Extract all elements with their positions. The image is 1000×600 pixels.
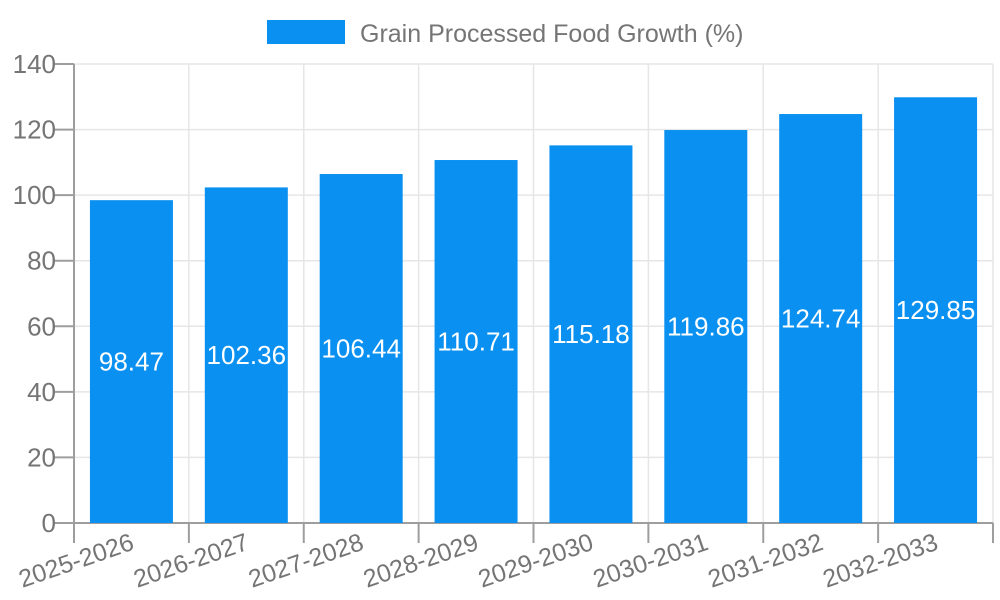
bar bbox=[204, 187, 288, 523]
bar bbox=[434, 160, 518, 523]
y-tick-label: 0 bbox=[42, 508, 56, 538]
legend: Grain Processed Food Growth (%) bbox=[267, 20, 743, 48]
bar-value-label: 119.86 bbox=[667, 312, 745, 342]
bar-value-label: 98.47 bbox=[99, 347, 164, 377]
x-tick-label: 2028-2029 bbox=[360, 528, 482, 593]
y-tick-label: 100 bbox=[13, 180, 56, 210]
bar-value-label: 102.36 bbox=[207, 340, 287, 370]
x-tick-label: 2027-2028 bbox=[245, 528, 367, 593]
legend-swatch bbox=[267, 20, 345, 44]
legend-label: Grain Processed Food Growth (%) bbox=[360, 20, 743, 48]
bar-value-label: 106.44 bbox=[321, 334, 401, 364]
x-tick-label: 2032-2033 bbox=[819, 528, 941, 593]
x-tick-label: 2029-2030 bbox=[475, 528, 597, 593]
bar-value-label: 110.71 bbox=[437, 327, 515, 357]
bar-value-label: 115.18 bbox=[552, 319, 630, 349]
bar bbox=[664, 130, 748, 523]
y-tick-label: 140 bbox=[13, 49, 56, 79]
y-tick-label: 60 bbox=[27, 311, 56, 341]
x-tick-label: 2030-2031 bbox=[590, 528, 712, 593]
y-tick-label: 120 bbox=[13, 115, 56, 145]
bar-value-label: 124.74 bbox=[781, 304, 861, 334]
x-tick-label: 2025-2026 bbox=[15, 528, 137, 593]
bar-value-label: 129.85 bbox=[896, 295, 976, 325]
y-tick-label: 20 bbox=[27, 442, 56, 472]
x-tick-label: 2031-2032 bbox=[704, 528, 826, 593]
bars-group bbox=[89, 97, 978, 524]
y-tick-label: 80 bbox=[27, 246, 56, 276]
bar bbox=[779, 114, 863, 523]
bar bbox=[549, 145, 633, 523]
x-tick-label: 2026-2027 bbox=[130, 528, 252, 593]
bar bbox=[89, 200, 173, 524]
y-tick-label: 40 bbox=[27, 377, 56, 407]
bar bbox=[319, 174, 403, 523]
bar bbox=[894, 97, 978, 523]
